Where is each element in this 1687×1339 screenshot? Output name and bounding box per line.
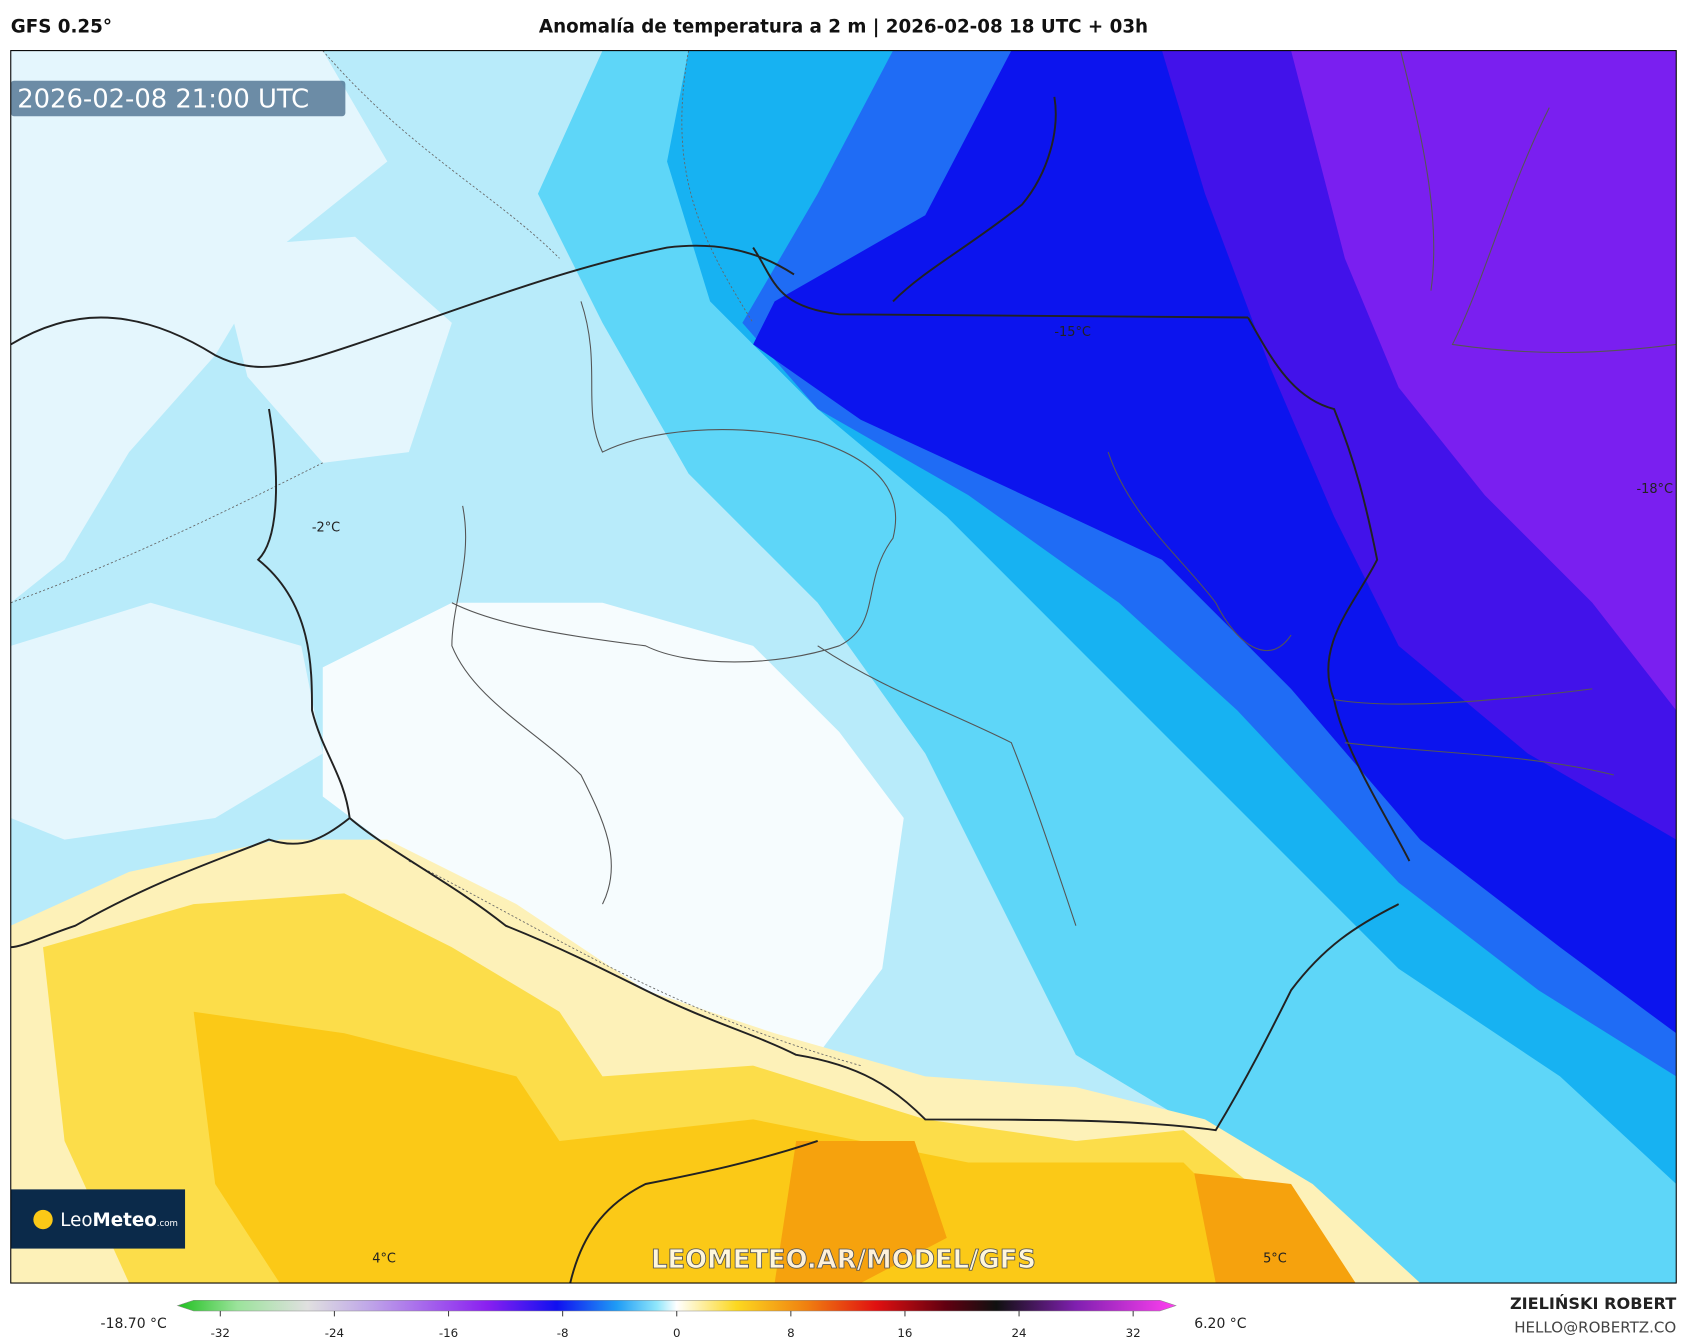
colorbar-min: -18.70 °C [101,1316,167,1332]
colorbar-tick-label: 0 [673,1326,681,1339]
colorbar-tick-label: -16 [439,1326,458,1339]
colorbar-tick-label: 16 [897,1326,912,1339]
logo-bold: Meteo [93,1210,157,1231]
logo-sun [33,1209,53,1230]
logo-suffix: .com [157,1219,178,1229]
map-label: -18°C [1636,482,1673,497]
colorbar-ticks: -32 -24 -16 -8 0 8 16 24 32 [211,1311,1141,1339]
field-gold [193,1011,1324,1284]
field-white [322,602,904,1077]
colorbar-tick-label: 8 [787,1326,795,1339]
isolines [10,50,861,1067]
map: 2026-02-08 21:00 UTC -15°C -2°C -18°C 4°… [10,50,1677,1284]
colorbar [176,1299,1177,1312]
colorbar-tick-label: -24 [325,1326,344,1339]
map-label: -15°C [1054,325,1091,340]
watermark: LEOMETEO.AR/MODEL/GFS [651,1245,1036,1275]
field-pale [10,50,452,840]
colorbar-tick-label: -32 [211,1326,230,1339]
model-name: GFS 0.25° [11,16,112,37]
map-label: 5°C [1263,1252,1287,1267]
logo-light: Leo [60,1210,92,1231]
email: HELLO@ROBERTZ.CO [1514,1319,1676,1337]
field-purple [1291,50,1677,711]
region-borders [451,50,1677,926]
map-frame [10,50,1677,1284]
field-orange [774,1140,1356,1284]
map-label: -2°C [312,521,340,536]
colorbar-tick-label: 32 [1126,1326,1141,1339]
colorbar-tick-label: -8 [557,1326,569,1339]
valid-time: 2026-02-08 21:00 UTC [17,85,309,115]
map-title: Anomalía de temperatura a 2 m | 2026-02-… [539,16,1148,37]
author: ZIELIŃSKI ROBERT [1510,1294,1676,1313]
map-label: 4°C [372,1252,396,1267]
colorbar-tick-label: 24 [1012,1326,1027,1339]
valid-time-box [10,80,346,117]
logo-text: LeoMeteo.com [60,1210,178,1231]
country-borders [10,96,1411,1284]
colorbar-max: 6.20 °C [1194,1316,1246,1332]
